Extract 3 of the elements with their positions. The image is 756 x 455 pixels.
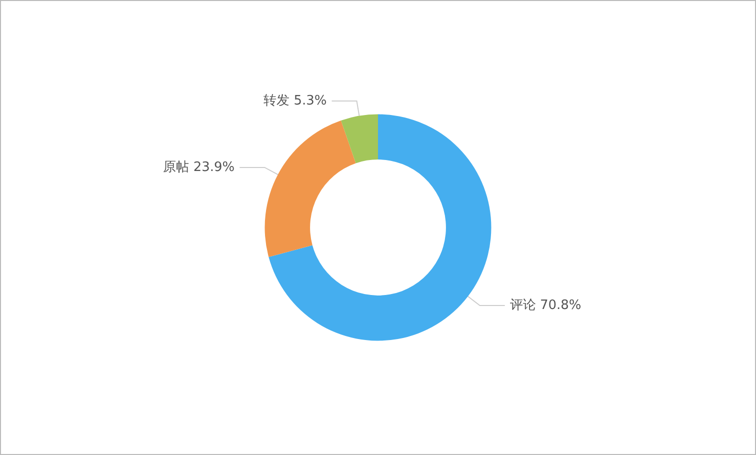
slice-label: 评论 70.8% <box>510 298 582 313</box>
slice-label: 转发 5.3% <box>264 94 327 109</box>
slice-label: 原帖 23.9% <box>163 160 235 175</box>
